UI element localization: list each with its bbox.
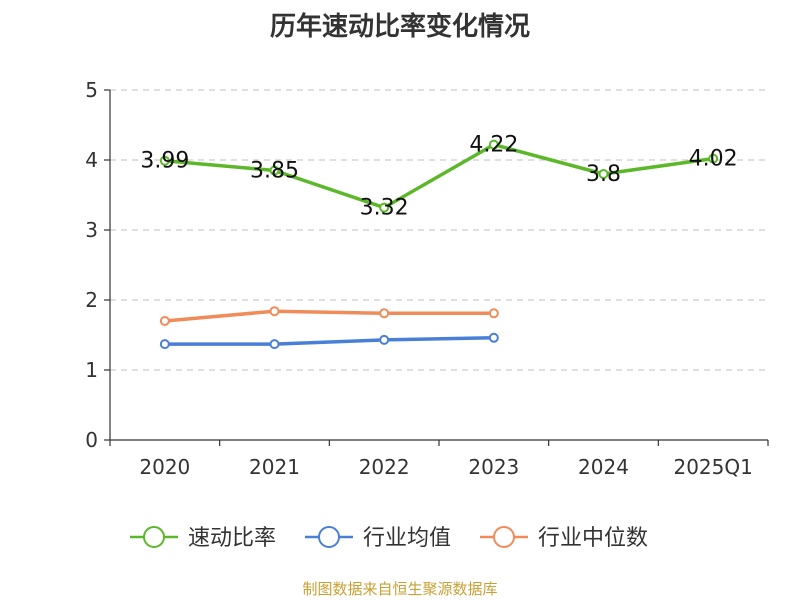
legend-swatch-marker xyxy=(493,526,515,548)
data-label: 4.22 xyxy=(469,133,518,158)
series-line xyxy=(164,309,494,323)
x-tick-label: 2025Q1 xyxy=(673,455,752,479)
series-lines xyxy=(159,139,719,350)
legend-item[interactable]: 速动比率 xyxy=(130,526,276,551)
data-point xyxy=(159,155,170,166)
chart-title: 历年速动比率变化情况 xyxy=(269,12,530,42)
x-tick-label: 2021 xyxy=(249,455,300,479)
legend-item[interactable]: 行业中位数 xyxy=(480,526,648,551)
y-tick-label: 3 xyxy=(85,218,98,242)
data-point xyxy=(708,153,719,164)
legend-swatch-marker xyxy=(318,526,340,548)
data-label: 3.8 xyxy=(586,162,621,187)
data-point xyxy=(379,308,390,319)
data-point xyxy=(159,339,170,350)
legend-label: 行业均值 xyxy=(363,526,451,551)
y-tick-label: 1 xyxy=(85,358,98,382)
data-point xyxy=(598,169,609,179)
x-tick-label: 2022 xyxy=(359,455,410,479)
data-point xyxy=(488,332,499,343)
x-tick-label: 2024 xyxy=(578,455,629,479)
source-note: 制图数据来自恒生聚源数据库 xyxy=(302,580,498,598)
y-tick-label: 0 xyxy=(85,428,98,452)
data-point xyxy=(379,202,390,213)
y-tick-label: 2 xyxy=(85,288,98,312)
y-tick-label: 5 xyxy=(85,78,98,102)
legend[interactable]: 速动比率 行业均值 行业中位数 xyxy=(130,526,648,551)
data-point xyxy=(159,316,170,326)
data-label: 4.02 xyxy=(689,147,738,172)
legend-label: 行业中位数 xyxy=(538,526,648,551)
data-point xyxy=(488,308,499,319)
y-tick-label: 4 xyxy=(85,148,98,172)
data-point xyxy=(488,139,499,150)
legend-label: 速动比率 xyxy=(188,526,276,551)
x-tick-label: 2023 xyxy=(468,455,519,479)
data-labels: 3.99 3.85 3.32 4.22 3.8 4.02 xyxy=(140,133,737,221)
grid-lines xyxy=(110,89,768,371)
axes: 0 1 2 3 4 5 2020 2021 2022 2023 2024 2025Q1 xyxy=(85,78,769,479)
x-tick-label: 2020 xyxy=(139,455,190,479)
data-point xyxy=(269,306,280,317)
data-point xyxy=(379,334,390,345)
data-label: 3.99 xyxy=(140,149,189,174)
series-line xyxy=(164,142,714,210)
data-label: 3.85 xyxy=(250,159,299,184)
data-label: 3.32 xyxy=(360,196,409,221)
data-point xyxy=(269,339,280,350)
data-point xyxy=(269,165,280,176)
series-line xyxy=(164,336,494,346)
legend-item[interactable]: 行业均值 xyxy=(305,526,451,551)
legend-swatch-marker xyxy=(143,526,165,548)
